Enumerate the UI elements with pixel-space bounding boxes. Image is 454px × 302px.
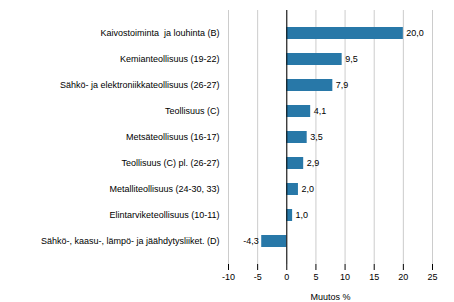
svg-text:Sähkö-, kaasu-, lämpö- ja jääh: Sähkö-, kaasu-, lämpö- ja jäähdytysliike…	[41, 236, 220, 246]
svg-text:5: 5	[313, 272, 318, 282]
svg-text:25: 25	[427, 272, 437, 282]
svg-text:Elintarviketeollisuus (10-11): Elintarviketeollisuus (10-11)	[110, 210, 220, 220]
svg-text:-10: -10	[222, 272, 235, 282]
svg-text:4,1: 4,1	[314, 106, 327, 116]
svg-text:7,9: 7,9	[336, 80, 349, 90]
svg-text:15: 15	[369, 272, 379, 282]
svg-text:20,0: 20,0	[406, 28, 424, 38]
svg-text:0: 0	[284, 272, 289, 282]
svg-text:Metalliteollisuus (24-30, 33): Metalliteollisuus (24-30, 33)	[109, 184, 219, 194]
svg-text:Teollisuus (C) pl. (26-27): Teollisuus (C) pl. (26-27)	[121, 158, 219, 168]
svg-text:10: 10	[340, 272, 350, 282]
svg-text:1,0: 1,0	[296, 210, 309, 220]
svg-text:Teollisuus (C): Teollisuus (C)	[165, 106, 220, 116]
svg-text:Sähkö- ja elektroniikkateollis: Sähkö- ja elektroniikkateollisuus (26-27…	[60, 80, 220, 90]
svg-text:9,5: 9,5	[345, 54, 358, 64]
svg-text:Kemianteollisuus (19-22): Kemianteollisuus (19-22)	[120, 54, 220, 64]
svg-text:3,5: 3,5	[310, 132, 323, 142]
svg-text:Kaivostoiminta ja louhinta (B: Kaivostoiminta ja louhinta (B)	[100, 28, 219, 38]
svg-text:-5: -5	[254, 272, 262, 282]
svg-text:Metsäteollisuus (16-17): Metsäteollisuus (16-17)	[126, 132, 220, 142]
svg-text:Muutos %: Muutos %	[310, 292, 350, 302]
svg-text:2,9: 2,9	[307, 158, 320, 168]
svg-text:-4,3: -4,3	[243, 236, 259, 246]
svg-text:2,0: 2,0	[301, 184, 314, 194]
svg-text:20: 20	[398, 272, 408, 282]
